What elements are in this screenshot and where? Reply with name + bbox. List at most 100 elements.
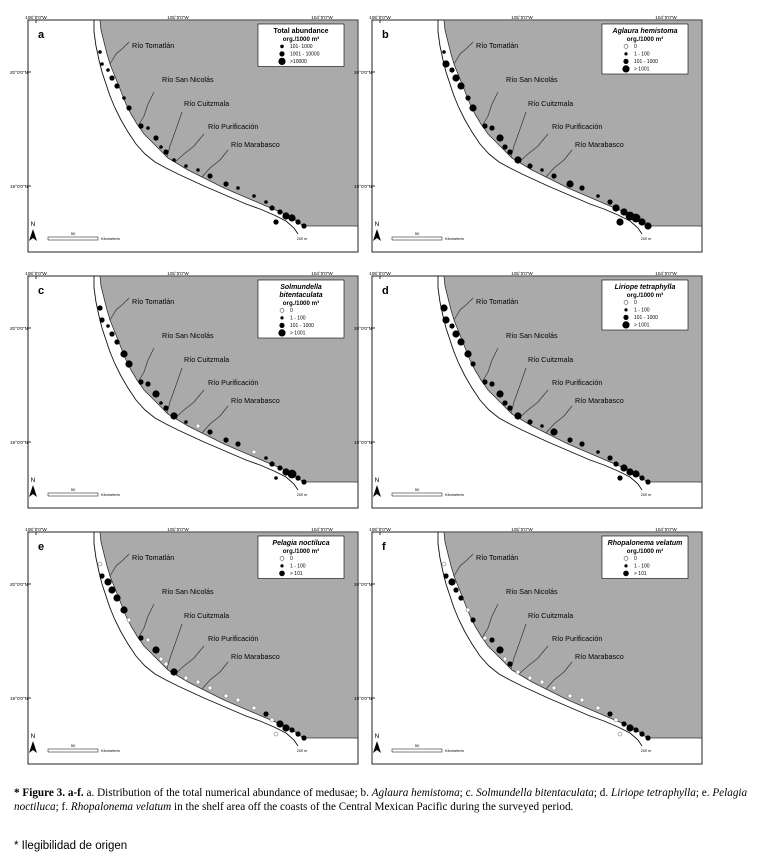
station-point — [236, 186, 240, 190]
legend-box — [601, 23, 689, 75]
station-point — [295, 475, 301, 481]
station-point — [639, 731, 645, 737]
station-point — [551, 685, 557, 691]
station-point — [145, 381, 151, 387]
longitude-tick-0: 106°0'0"W — [25, 271, 47, 276]
shelf-isobath-line — [437, 276, 643, 491]
station-point — [269, 717, 275, 723]
station-point — [99, 317, 105, 323]
legend-unit: org./1000 m³ — [283, 548, 319, 555]
north-label: N — [31, 477, 36, 484]
station-point — [120, 606, 128, 614]
station-point — [269, 205, 275, 211]
river-label-4: Río Marabasco — [231, 396, 280, 405]
legend-label: 1001 - 10000 — [290, 52, 320, 58]
river-line-1 — [481, 603, 499, 639]
station-point — [126, 105, 132, 111]
scale-bar — [391, 492, 443, 497]
legend-label: > 1001 — [290, 331, 306, 337]
station-point — [607, 711, 613, 717]
river-line-2 — [166, 623, 183, 670]
station-point — [507, 405, 513, 411]
legend-symbol — [279, 322, 285, 328]
caption-text-a: a. Distribution of the total numerical a… — [83, 787, 372, 799]
station-point — [301, 479, 307, 485]
station-point — [620, 208, 628, 216]
station-point — [106, 68, 110, 72]
station-point — [613, 717, 619, 723]
river-line-1 — [481, 347, 499, 383]
river-label-0: Río Tomatlán — [476, 553, 518, 562]
scale-bar — [391, 748, 443, 753]
river-line-0 — [453, 297, 474, 321]
station-point — [159, 145, 163, 149]
isobath-label: 200 m — [641, 237, 652, 241]
river-label-0: Río Tomatlán — [476, 297, 518, 306]
station-point — [496, 390, 504, 398]
station-point — [97, 305, 103, 311]
station-point — [288, 214, 296, 222]
station-point — [184, 420, 188, 424]
station-point — [264, 200, 268, 204]
map-panel-b: 106°0'0"W 105°0'0"W 104°0'0"W 20°0'0"N 19°0'… — [354, 15, 703, 253]
legend-label: 1 - 100 — [634, 52, 650, 58]
station-point — [235, 697, 241, 703]
river-line-4 — [545, 149, 573, 178]
station-point — [443, 573, 449, 579]
station-point — [453, 587, 459, 593]
latitude-tick-20n: 20°0'0"N — [354, 326, 372, 331]
station-point — [273, 219, 279, 225]
river-label-2: Río Cuitzmala — [184, 355, 229, 364]
scale-unit: Kilometers — [101, 236, 120, 241]
caption-text-f: ; f. — [55, 801, 71, 813]
river-label-0: Río Tomatlán — [476, 41, 518, 50]
maps-svg: 106°0'0"W 105°0'0"W 104°0'0"W 20°0'0"N 19°0'… — [10, 15, 703, 765]
station-point — [449, 67, 455, 73]
river-label-3: Río Purificación — [552, 122, 602, 131]
latitude-tick-19n: 19°0'0"N — [10, 184, 28, 189]
legend-symbol — [624, 564, 628, 568]
caption-species-f: Rhopalonema velatum — [70, 801, 172, 813]
station-point — [99, 573, 105, 579]
map-panel-f: 106°0'0"W 105°0'0"W 104°0'0"W 20°0'0"N 19°0'… — [354, 527, 703, 765]
legend-symbol — [280, 564, 284, 568]
station-point — [566, 180, 574, 188]
scale-bar — [47, 236, 99, 241]
scale-value: 50 — [71, 231, 76, 236]
river-line-3 — [518, 389, 549, 419]
scale-unit: Kilometers — [101, 492, 120, 497]
station-point — [464, 350, 472, 358]
north-arrow-icon — [373, 229, 381, 241]
station-point — [527, 419, 533, 425]
station-point — [607, 455, 613, 461]
station-point — [595, 705, 601, 711]
river-label-3: Río Purificación — [208, 122, 258, 131]
station-point — [527, 163, 533, 169]
longitude-tick-2: 104°0'0"W — [655, 527, 677, 532]
river-label-2: Río Cuitzmala — [184, 99, 229, 108]
latitude-tick-19n: 19°0'0"N — [354, 184, 372, 189]
station-point — [458, 595, 464, 601]
river-label-4: Río Marabasco — [575, 652, 624, 661]
station-point — [567, 437, 573, 443]
scale-value: 50 — [415, 743, 420, 748]
station-point — [550, 428, 558, 436]
river-line-3 — [174, 645, 205, 675]
longitude-tick-2: 104°0'0"W — [311, 271, 333, 276]
legend-title-line2: bitentaculata — [279, 292, 322, 299]
station-point — [442, 50, 446, 54]
isobath-label: 200 m — [641, 493, 652, 497]
station-point — [184, 164, 188, 168]
longitude-tick-2: 104°0'0"W — [655, 15, 677, 20]
latitude-tick-20n: 20°0'0"N — [354, 582, 372, 587]
river-line-1 — [137, 91, 155, 127]
station-point — [301, 735, 307, 741]
legend-box — [601, 279, 689, 331]
legend-symbol — [279, 556, 285, 561]
station-point — [540, 168, 544, 172]
station-point — [100, 62, 104, 66]
station-point — [235, 441, 241, 447]
station-point — [457, 82, 465, 90]
station-point — [645, 479, 651, 485]
station-point — [263, 711, 269, 717]
